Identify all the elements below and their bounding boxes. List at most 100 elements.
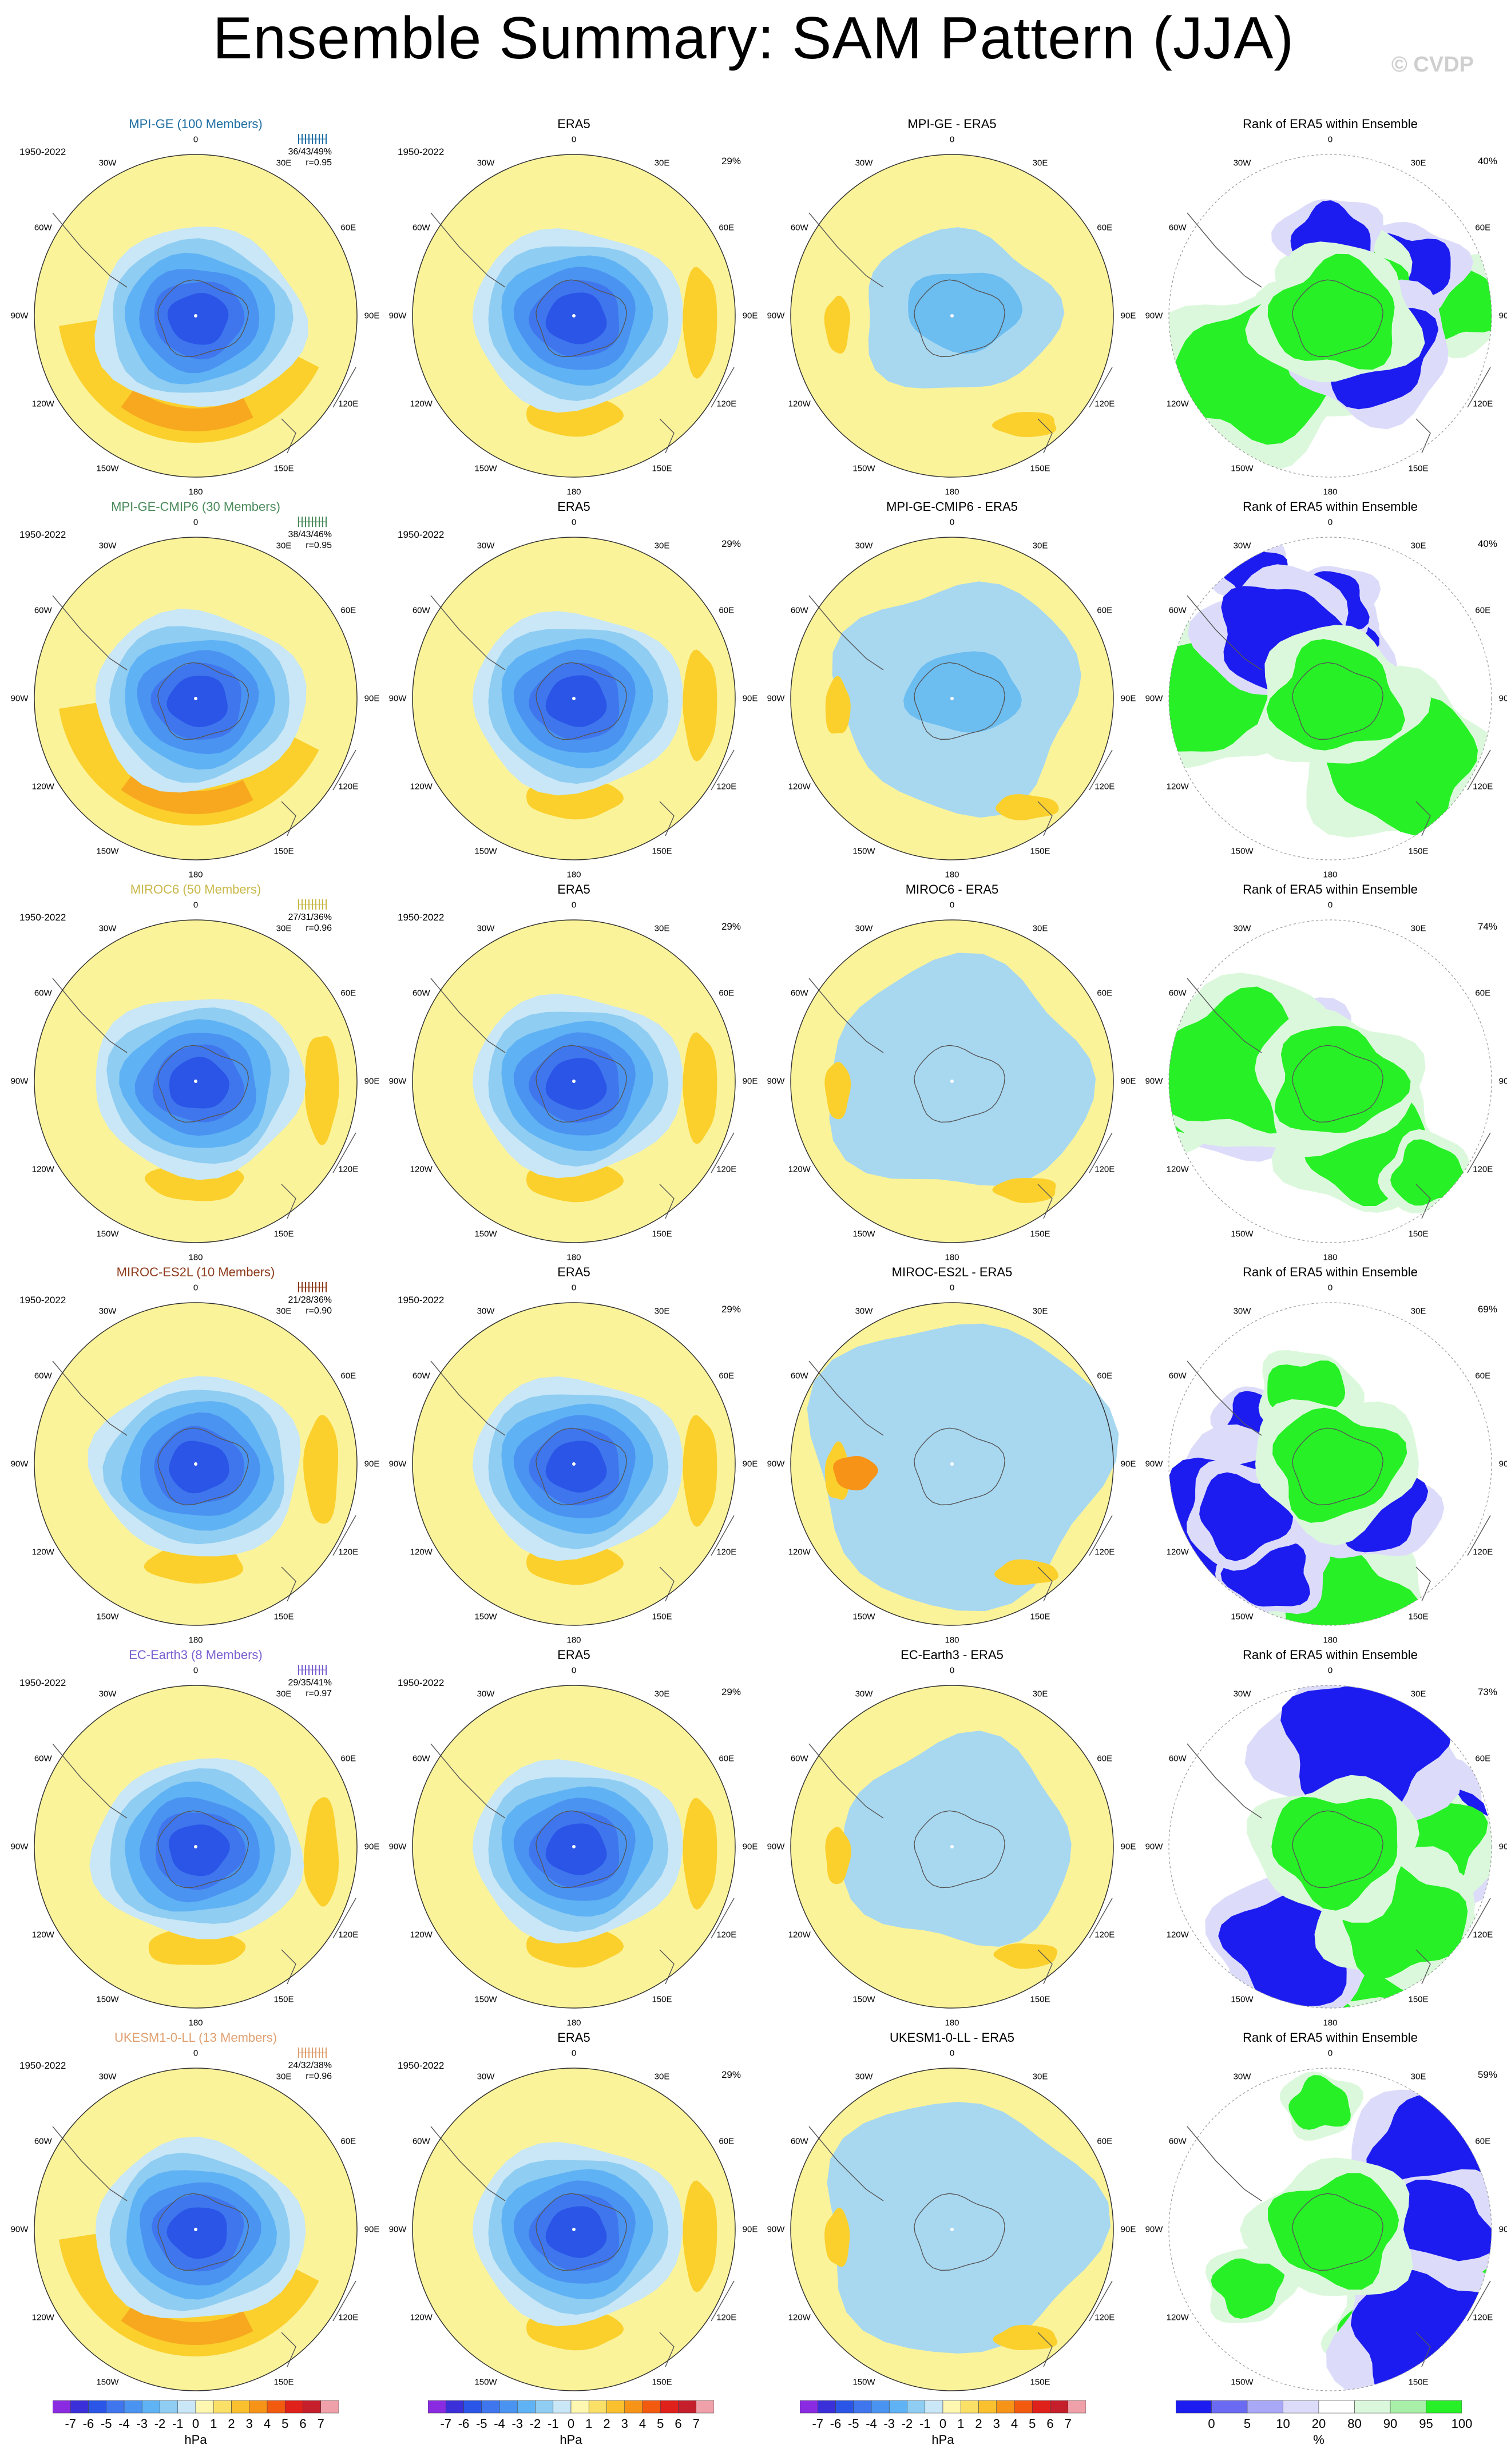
longitude-label: 120W (31, 1164, 54, 1175)
australia-coastline (1467, 1898, 1491, 1939)
longitude-label: 150E (652, 2377, 672, 2387)
colorbar-tick-label: 80 (1347, 2417, 1362, 2431)
positive-difference-region (994, 1559, 1059, 1585)
negative-anomaly-contour (169, 1441, 229, 1494)
longitude-label: 180 (1323, 1635, 1338, 1645)
polar-map (790, 537, 1114, 860)
ensemble-spread-icon (298, 1665, 327, 1675)
colorbar-swatch (978, 2400, 997, 2414)
longitude-label: 120E (1094, 1547, 1115, 1557)
longitude-label: 180 (188, 2018, 203, 2028)
colorbar-tick-label: 20 (1311, 2417, 1326, 2431)
longitude-label: 90W (10, 693, 29, 704)
longitude-label: 60W (1168, 988, 1187, 998)
colorbar-tick-label: 2 (975, 2417, 982, 2431)
colorbar-swatch (249, 2400, 268, 2414)
south-america-coastline (1187, 978, 1262, 1053)
stats-block: 29/35/41% r=0.97 (288, 1677, 332, 1699)
colorbar-swatch (960, 2400, 979, 2414)
longitude-label: 120W (1166, 399, 1189, 409)
colorbar-swatch (835, 2400, 854, 2414)
longitude-label: 150W (474, 1994, 497, 2005)
longitude-label: 120W (410, 781, 433, 792)
longitude-label: 180 (566, 2018, 581, 2028)
longitude-label: 150W (474, 1612, 497, 1622)
era5-pattern-panel: ERA5 1950-2022 29% 0 30E 60E 90E 120E 150E 180 150… (389, 499, 758, 883)
negative-anomaly-contour (545, 675, 607, 727)
longitude-label: 120E (1094, 1164, 1115, 1175)
longitude-label: 90W (767, 1459, 785, 1469)
longitude-label: 30E (1410, 2072, 1426, 2082)
longitude-label: 180 (945, 2018, 959, 2028)
longitude-label: 180 (566, 1635, 581, 1645)
colorbar-swatch (942, 2400, 961, 2414)
difference-panel: MPI-GE-CMIP6 - ERA5 0 30E 60E 90E 120E 150E 180… (767, 499, 1136, 883)
model-pattern-panel: MIROC-ES2L (10 Members) 1950-2022 21/28/36… (10, 1265, 380, 1648)
colorbar-tick-label: -3 (511, 2417, 524, 2431)
longitude-label: 30W (855, 1689, 873, 1699)
model-pattern-panel: MPI-GE (100 Members) 1950-2022 36/43/49% r=… (11, 117, 380, 500)
south-america-coastline (430, 978, 506, 1053)
panel-title: UKESM1-0-LL (13 Members) (114, 2030, 277, 2045)
south-pole-marker (194, 1845, 197, 1848)
south-america-coastline (1187, 1743, 1262, 1819)
longitude-label: 30W (855, 923, 873, 934)
longitude-label: 30E (276, 2072, 292, 2082)
colorbar-tick-label: -6 (830, 2417, 842, 2431)
longitude-label: 90W (767, 311, 785, 321)
difference-panel: MPI-GE - ERA5 0 30E 60E 90E 120E 150E 180 150W 12… (767, 117, 1136, 500)
colorbar-swatch (1283, 2400, 1319, 2414)
map-boundary (790, 1685, 1114, 2009)
colorbar-tick-label: 4 (263, 2417, 271, 2431)
pattern-correlation-label: r=0.95 (306, 541, 332, 550)
colorbar-tick-label: 2 (603, 2417, 610, 2431)
south-pole-marker (194, 1462, 197, 1466)
longitude-label: 0 (1327, 1665, 1333, 1676)
longitude-label: 60E (1475, 988, 1491, 998)
australia-coastline (1089, 2280, 1113, 2322)
map-boundary (34, 1302, 358, 1626)
period-label: 1950-2022 (19, 1295, 66, 1306)
longitude-label: 90W (767, 1842, 785, 1852)
colorbar-swatch (177, 2400, 196, 2414)
longitude-label: 60W (34, 1753, 52, 1764)
longitude-label: 30E (1032, 541, 1048, 551)
longitude-label: 120W (788, 781, 811, 792)
panel-title: MPI-GE-CMIP6 - ERA5 (886, 499, 1018, 514)
longitude-label: 60W (34, 2136, 52, 2146)
colorbar-swatch (1211, 2400, 1248, 2414)
positive-difference-region (996, 794, 1059, 820)
colorbar-era5-hpa: -7 -6 -5 -4 -3 -2 -1 0 1 2 3 4 5 6 7 hPa (428, 2396, 714, 2459)
ensemble-spread-icon (298, 899, 327, 910)
colorbar-swatch (106, 2400, 125, 2414)
period-label: 1950-2022 (398, 912, 445, 923)
colorbar-tick-label: 1 (957, 2417, 965, 2431)
map-boundary (34, 537, 358, 860)
longitude-label: 90W (10, 1459, 29, 1469)
map-boundary (34, 2068, 358, 2391)
panel-title: Rank of ERA5 within Ensemble (1243, 1265, 1418, 1279)
panel-title: ERA5 (557, 2030, 590, 2045)
longitude-label: 120E (716, 1547, 737, 1557)
colorbar-tick-label: -7 (440, 2417, 452, 2431)
longitude-label: 150E (273, 2377, 294, 2387)
longitude-label: 90E (742, 2224, 758, 2235)
longitude-label: 30E (1032, 158, 1048, 168)
longitude-label: 60E (340, 223, 356, 233)
stats-block: 24/32/38% r=0.96 (288, 2060, 332, 2082)
longitude-label: 90W (10, 2224, 29, 2235)
longitude-label: 30E (1410, 1689, 1426, 1699)
pct-variance-label: 29/35/41% (288, 1678, 332, 1688)
panel-title: UKESM1-0-LL - ERA5 (889, 2030, 1015, 2045)
positive-difference-region (992, 412, 1057, 438)
longitude-label: 120W (410, 1547, 433, 1557)
antarctica-coastline (157, 1045, 249, 1123)
colorbar-tick-label: -6 (458, 2417, 470, 2431)
colorbar-swatch (570, 2400, 589, 2414)
south-pole-marker (950, 697, 954, 700)
colorbar-swatch (1247, 2400, 1283, 2414)
antarctica-coastline (536, 1810, 628, 1888)
longitude-label: 120E (716, 1164, 737, 1175)
longitude-label: 120E (338, 1164, 359, 1175)
colorbar-swatch (267, 2400, 285, 2414)
